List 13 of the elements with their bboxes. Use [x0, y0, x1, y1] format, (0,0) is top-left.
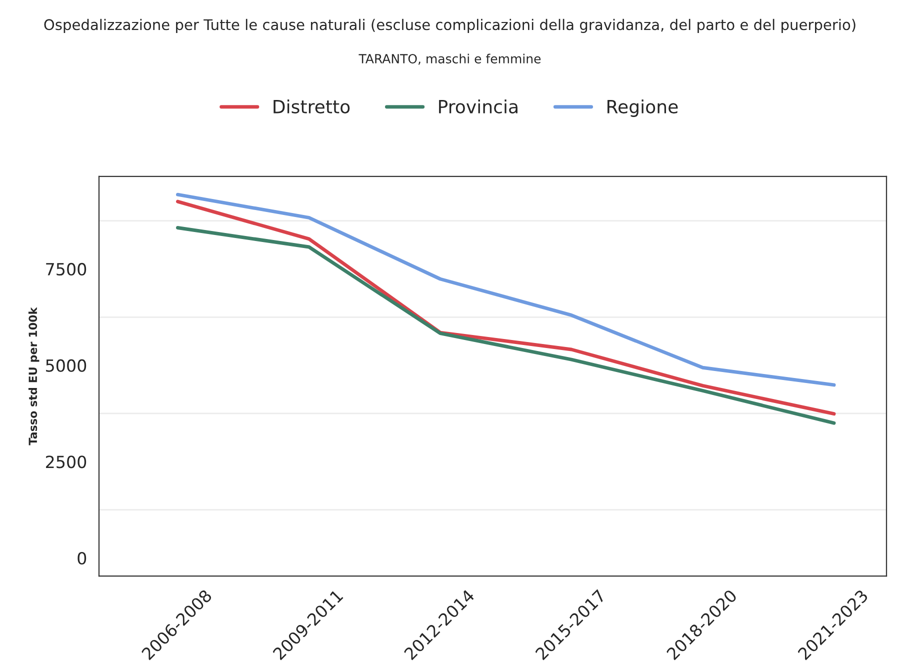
legend-label: Provincia — [439, 99, 518, 114]
line-series — [176, 226, 836, 425]
chart-subtitle: TARANTO, maschi e femmine — [358, 54, 541, 65]
legend-label: Distretto — [274, 99, 350, 114]
y-axis-title: Tasso std EU per 100k — [28, 307, 40, 446]
chart-title: Ospedalizzazione per Tutte le cause naturali (escluse complicazioni della gravidanza, del parto e del puerperio) — [44, 18, 856, 34]
legend-label: Regione — [608, 99, 678, 117]
y-tick-label: 7500 — [46, 262, 86, 276]
y-tick-label: 2500 — [46, 456, 86, 468]
y-tick-label: 5000 — [46, 359, 86, 372]
line-series — [176, 200, 836, 416]
line-series — [176, 192, 836, 387]
y-tick-label: 0 — [78, 552, 86, 565]
